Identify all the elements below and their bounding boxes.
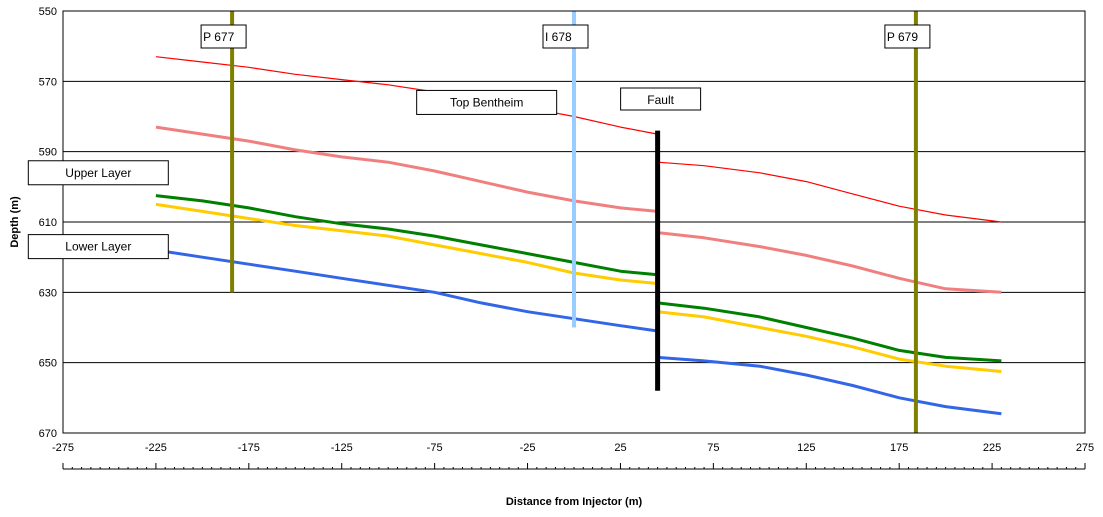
annotation-box xyxy=(27,234,169,260)
x-tick-label: -25 xyxy=(520,442,536,454)
annotation-label: Upper Layer xyxy=(65,166,131,180)
horizon-line-1 xyxy=(155,56,658,135)
y-tick-label: 570 xyxy=(39,76,57,88)
annotation-box xyxy=(416,89,558,115)
horizon-line-3 xyxy=(657,301,1002,363)
annotation-label: Lower Layer xyxy=(65,240,131,254)
horizon-line-2 xyxy=(657,231,1002,294)
x-tick-label: 275 xyxy=(1076,442,1094,454)
horizon-line-4 xyxy=(155,202,658,285)
plot-area-border xyxy=(62,10,1086,434)
well-label-box xyxy=(542,24,589,49)
x-tick-label: 125 xyxy=(797,442,815,454)
x-tick-label: -225 xyxy=(145,442,167,454)
horizon-line-1 xyxy=(657,161,1002,223)
horizon-line-5 xyxy=(155,248,658,333)
y-tick-label: 670 xyxy=(39,428,57,440)
annotation-box xyxy=(27,160,169,186)
x-tick-label: 25 xyxy=(614,442,626,454)
fault-label: Fault xyxy=(647,93,674,107)
x-tick-label: -125 xyxy=(331,442,353,454)
chart-annotations: P 677 I 678 P 679 Fault Top Bentheim Upper La… xyxy=(27,24,931,260)
y-tick-label: 630 xyxy=(39,287,57,299)
y-tick-label: 610 xyxy=(39,217,57,229)
fault-label-box xyxy=(620,87,702,111)
x-tick-label: 175 xyxy=(890,442,908,454)
horizon-line-3 xyxy=(155,194,658,277)
y-tick-label: 590 xyxy=(39,147,57,159)
well-label: P 679 xyxy=(887,30,918,44)
horizon-line-4 xyxy=(657,310,1002,373)
x-tick-label: -175 xyxy=(238,442,260,454)
horizon-series xyxy=(155,56,1002,416)
well-markers xyxy=(230,11,918,433)
y-tick-label: 650 xyxy=(39,358,57,370)
well-label: I 678 xyxy=(545,30,572,44)
axes: 550 570 590 610 630 650 670 -275 -225 -175 -125 -75… xyxy=(39,6,1094,470)
x-tick-label: 75 xyxy=(707,442,719,454)
well-label: P 677 xyxy=(203,30,234,44)
x-axis-title: Distance from Injector (m) xyxy=(506,496,643,508)
horizon-line-5 xyxy=(657,355,1002,416)
y-axis-title: Depth (m) xyxy=(9,196,21,248)
x-tick-label: 225 xyxy=(983,442,1001,454)
x-tick-label: -75 xyxy=(427,442,443,454)
horizon-line-2 xyxy=(155,125,658,213)
well-label-box xyxy=(200,24,247,49)
x-tick-label: -275 xyxy=(52,442,74,454)
annotation-label: Top Bentheim xyxy=(450,95,523,109)
y-tick-label: 550 xyxy=(39,6,57,18)
well-label-box xyxy=(884,24,931,49)
